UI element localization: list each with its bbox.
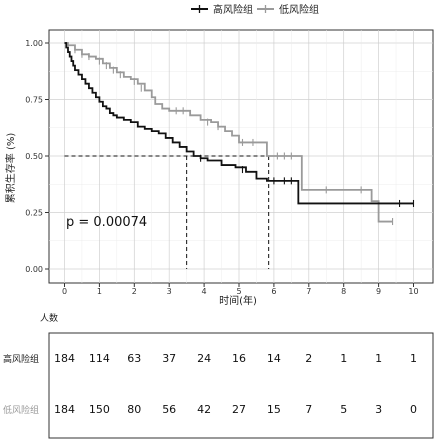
y-tick-label: 1.00 bbox=[25, 39, 43, 48]
risk-table-cell: 24 bbox=[197, 352, 211, 365]
x-tick-label: 7 bbox=[306, 287, 311, 296]
risk-table-cell: 7 bbox=[305, 403, 312, 416]
risk-row-label-low: 低风险组 bbox=[3, 404, 39, 416]
risk-table-cell: 2 bbox=[305, 352, 312, 365]
risk-table-frame bbox=[48, 332, 434, 439]
risk-table-cell: 1 bbox=[375, 352, 382, 365]
legend-label-low-risk: 低风险组 bbox=[279, 3, 319, 16]
p-value-annotation: p = 0.00074 bbox=[66, 215, 147, 230]
risk-row-label-high: 高风险组 bbox=[3, 353, 39, 365]
y-tick-label: 0.00 bbox=[25, 265, 43, 274]
risk-table-cell: 3 bbox=[375, 403, 382, 416]
risk-table-cell: 14 bbox=[267, 352, 281, 365]
risk-table-cell: 1 bbox=[410, 352, 417, 365]
risk-table-cell: 56 bbox=[162, 403, 176, 416]
x-tick-label: 1 bbox=[97, 287, 102, 296]
survival-curve bbox=[64, 42, 414, 205]
x-axis-title: 时间(年) bbox=[219, 294, 257, 307]
x-tick-label: 8 bbox=[341, 287, 346, 296]
risk-table-cell: 15 bbox=[267, 403, 281, 416]
y-axis: 0.00 0.25 0.50 0.75 1.00 bbox=[25, 39, 49, 274]
km-plot: 0.00 0.25 0.50 0.75 1.00 0 1 2 3 4 5 6 7 8 9 10 p = 0.… bbox=[4, 29, 434, 307]
risk-table-cell: 16 bbox=[232, 352, 246, 365]
risk-table-title: 人数 bbox=[40, 312, 58, 324]
risk-table-cell: 63 bbox=[127, 352, 141, 365]
y-axis-title: 累积生存率 (%) bbox=[4, 133, 17, 204]
survival-curves bbox=[64, 42, 415, 226]
risk-table-cell: 1 bbox=[340, 352, 347, 365]
risk-table-cell: 184 bbox=[54, 403, 75, 416]
risk-table-values: 184 114 63 37 24 16 14 2 1 1 1 184 150 80 56 42 27 15 7 5 3 0 bbox=[54, 352, 417, 416]
risk-table-cell: 27 bbox=[232, 403, 246, 416]
risk-table-cell: 150 bbox=[89, 403, 110, 416]
risk-table-cell: 80 bbox=[127, 403, 141, 416]
legend-item-high-risk: 高风险组 bbox=[191, 3, 253, 16]
x-tick-label: 4 bbox=[202, 287, 207, 296]
x-tick-label: 10 bbox=[408, 287, 418, 296]
x-tick-label: 6 bbox=[271, 287, 276, 296]
y-tick-label: 0.25 bbox=[25, 209, 43, 218]
risk-table-cell: 42 bbox=[197, 403, 211, 416]
risk-table-cell: 5 bbox=[340, 403, 347, 416]
median-survival-lines bbox=[64, 155, 270, 269]
survival-curve bbox=[64, 42, 393, 223]
risk-table-cell: 184 bbox=[54, 352, 75, 365]
risk-table-cell: 0 bbox=[410, 403, 417, 416]
x-tick-label: 5 bbox=[236, 287, 241, 296]
y-tick-label: 0.50 bbox=[25, 152, 43, 161]
x-tick-label: 2 bbox=[132, 287, 137, 296]
x-tick-label: 3 bbox=[167, 287, 172, 296]
y-tick-label: 0.75 bbox=[25, 96, 43, 105]
risk-table-cell: 37 bbox=[162, 352, 176, 365]
legend-label-high-risk: 高风险组 bbox=[213, 3, 253, 16]
x-axis: 0 1 2 3 4 5 6 7 8 9 10 bbox=[62, 283, 419, 296]
legend: 高风险组 低风险组 bbox=[191, 3, 319, 16]
risk-table-cell: 114 bbox=[89, 352, 110, 365]
x-tick-label: 0 bbox=[62, 287, 67, 296]
legend-item-low-risk: 低风险组 bbox=[257, 3, 319, 16]
x-tick-label: 9 bbox=[376, 287, 381, 296]
